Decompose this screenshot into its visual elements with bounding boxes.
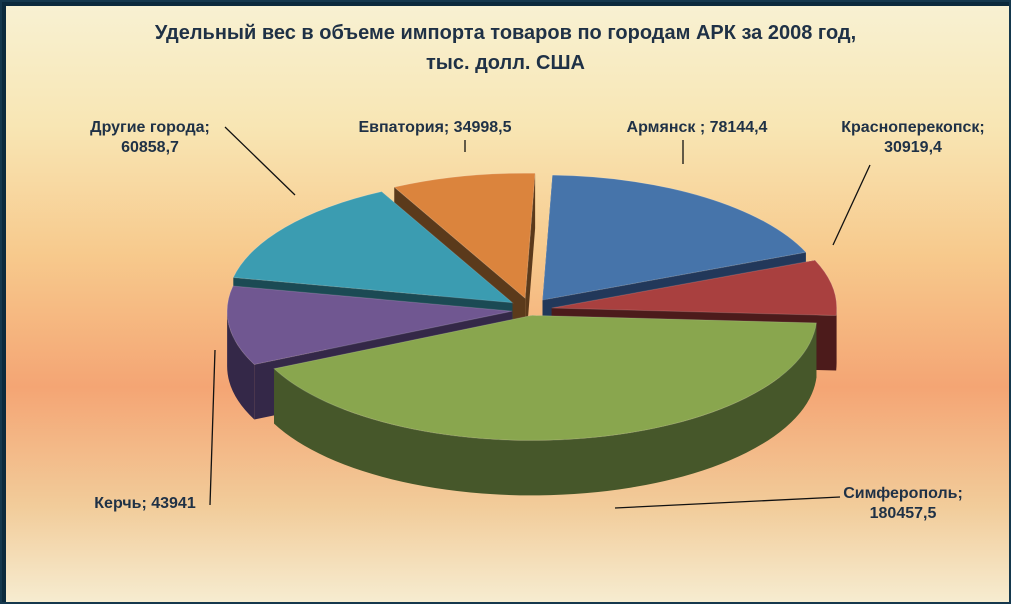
slice-top-1 [551,259,838,317]
data-label-2: Симферополь; 180457,5 [843,485,963,522]
data-label-0: Армянск ; 78144,4 [627,119,768,136]
chart-subtitle: тыс. долл. США [425,52,586,74]
chart-title: Удельный вес в объеме импорта товаров по… [154,22,857,44]
slice-top-5 [393,172,536,300]
leader-line-3 [209,349,216,506]
slice-2 [273,314,817,496]
leader-line-1 [832,164,871,246]
slice-outer-wall-2-0 [274,322,817,496]
data-label-1: Красноперекопск; 30919,4 [841,119,984,156]
data-label-line-3-0: Керчь; 43941 [94,495,196,512]
slice-wall-5-1 [525,173,536,354]
data-label-line-1-0: Красноперекопск; [841,119,984,136]
data-label-line-2-0: Симферополь; [843,485,963,502]
data-label-line-2-1: 180457,5 [870,505,937,522]
data-label-4: Другие города; 60858,7 [90,119,210,156]
data-label-3: Керчь; 43941 [94,495,196,512]
data-label-line-5-0: Евпатория; 34998,5 [358,119,511,136]
slice-top-2 [273,314,817,441]
slice-outer-wall-3-0 [227,311,255,420]
data-label-line-1-1: 30919,4 [884,139,942,156]
leader-line-4 [224,126,296,196]
data-label-line-4-1: 60858,7 [121,139,179,156]
slice-top-4 [232,191,514,304]
slice-top-3 [226,285,513,365]
data-label-5: Евпатория; 34998,5 [358,119,511,136]
slice-top-0 [541,174,807,301]
leader-line-2 [614,496,841,509]
data-label-line-0-0: Армянск ; 78144,4 [627,119,768,136]
data-label-line-4-0: Другие города; [90,119,210,136]
slice-outer-wall-1-0 [836,308,837,371]
